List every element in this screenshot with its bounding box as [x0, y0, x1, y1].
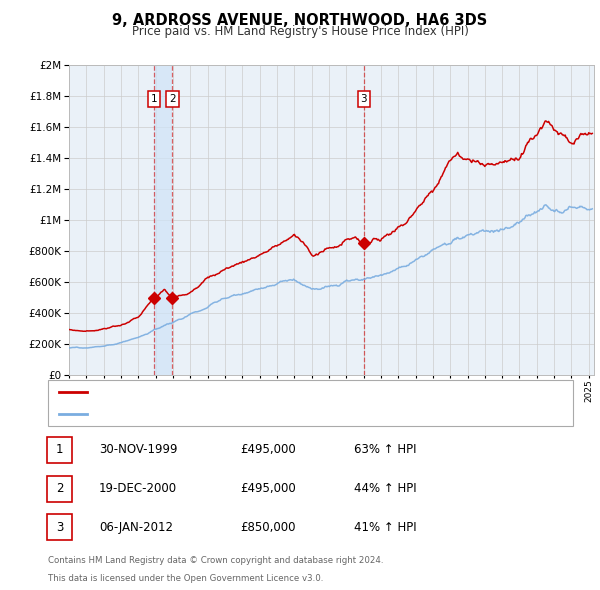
Text: 1: 1: [56, 443, 63, 456]
Text: 9, ARDROSS AVENUE, NORTHWOOD, HA6 3DS: 9, ARDROSS AVENUE, NORTHWOOD, HA6 3DS: [112, 13, 488, 28]
Text: £495,000: £495,000: [240, 482, 296, 495]
Text: 1: 1: [151, 94, 158, 104]
Text: £495,000: £495,000: [240, 443, 296, 456]
Text: 30-NOV-1999: 30-NOV-1999: [99, 443, 178, 456]
Text: HPI: Average price, detached house, Three Rivers: HPI: Average price, detached house, Thre…: [93, 408, 352, 418]
Text: 44% ↑ HPI: 44% ↑ HPI: [354, 482, 416, 495]
Text: £850,000: £850,000: [240, 521, 296, 534]
Text: Contains HM Land Registry data © Crown copyright and database right 2024.: Contains HM Land Registry data © Crown c…: [48, 556, 383, 565]
Text: 63% ↑ HPI: 63% ↑ HPI: [354, 443, 416, 456]
Text: 9, ARDROSS AVENUE, NORTHWOOD, HA6 3DS (detached house): 9, ARDROSS AVENUE, NORTHWOOD, HA6 3DS (d…: [93, 388, 427, 398]
Text: 41% ↑ HPI: 41% ↑ HPI: [354, 521, 416, 534]
Text: This data is licensed under the Open Government Licence v3.0.: This data is licensed under the Open Gov…: [48, 574, 323, 583]
Text: 19-DEC-2000: 19-DEC-2000: [99, 482, 177, 495]
Text: 06-JAN-2012: 06-JAN-2012: [99, 521, 173, 534]
Text: 2: 2: [56, 482, 63, 495]
Text: 2: 2: [169, 94, 176, 104]
Text: 3: 3: [56, 521, 63, 534]
Text: 3: 3: [361, 94, 367, 104]
Text: Price paid vs. HM Land Registry's House Price Index (HPI): Price paid vs. HM Land Registry's House …: [131, 25, 469, 38]
Bar: [154, 65, 172, 375]
